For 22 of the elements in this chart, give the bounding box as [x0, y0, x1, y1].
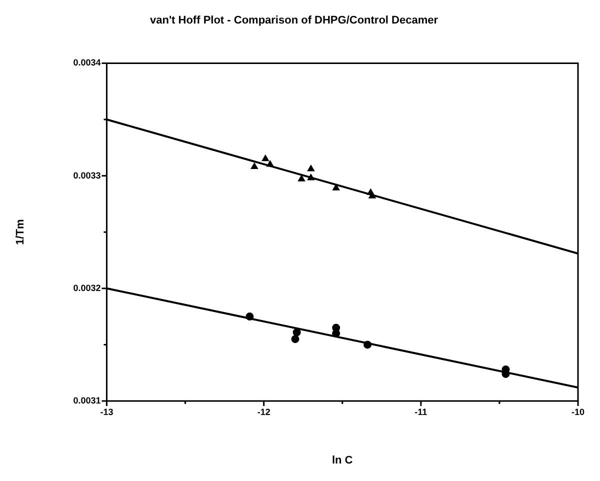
- x-tick-label: -11: [414, 406, 428, 417]
- y-tick-label: 0.0033: [73, 170, 101, 180]
- point: [291, 335, 300, 344]
- point: [292, 328, 301, 336]
- y-tick-label: 0.0032: [73, 282, 101, 293]
- point: [332, 184, 340, 190]
- point: [266, 160, 274, 167]
- point: [364, 340, 372, 349]
- chart-title: van't Hoff Plot - Comparison of DHPG/Control Decamer: [150, 14, 439, 27]
- x-tick-label: -12: [257, 406, 270, 417]
- y-axis-title: 1/Tm: [14, 219, 27, 245]
- point: [307, 174, 314, 180]
- point: [307, 165, 314, 172]
- point: [262, 154, 269, 162]
- point: [250, 162, 258, 170]
- x-axis-title: ln C: [332, 454, 353, 466]
- point: [246, 312, 254, 321]
- point: [298, 175, 306, 182]
- x-tick-label: -10: [571, 406, 585, 417]
- y-tick-label: 0.0031: [73, 395, 101, 406]
- x-tick-label: -13: [100, 406, 114, 417]
- y-tick-label: 0.0034: [73, 58, 101, 68]
